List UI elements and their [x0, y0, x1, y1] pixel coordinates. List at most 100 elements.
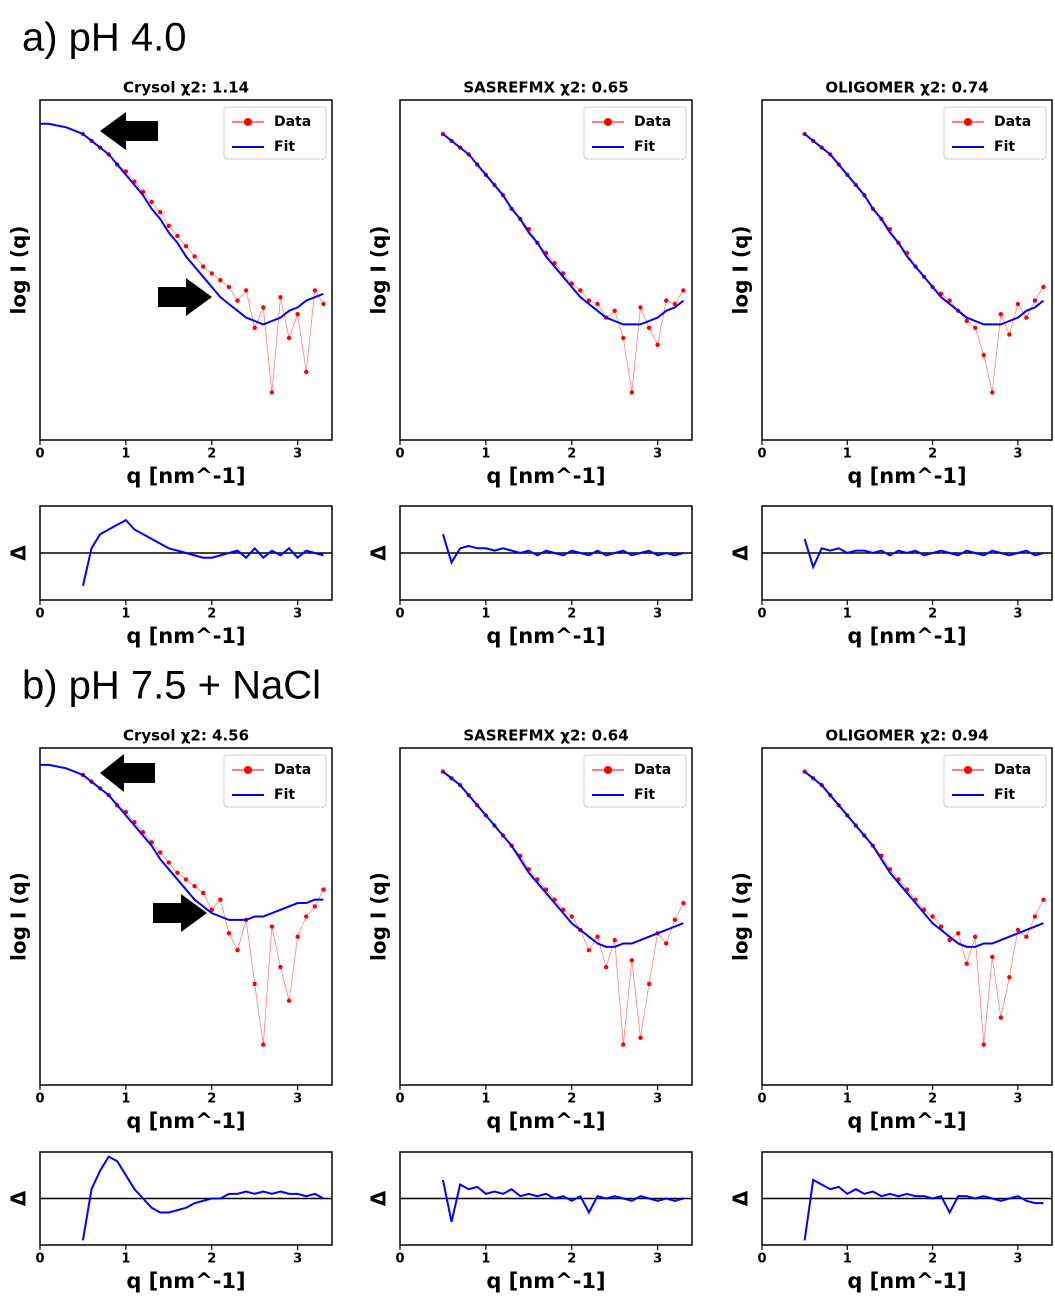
arrow	[158, 278, 212, 316]
data-point	[638, 1035, 643, 1041]
data-point	[973, 934, 978, 939]
legend-label: Fit	[634, 139, 655, 155]
x-tick-label: 1	[121, 607, 130, 622]
x-tick-label: 1	[121, 1252, 130, 1267]
data-point	[192, 254, 197, 259]
x-tick-label: 3	[653, 607, 662, 622]
data-point	[672, 301, 678, 307]
section-heading: a) pH 4.0	[22, 16, 187, 60]
data-point	[192, 883, 197, 889]
plot-frame	[761, 747, 1053, 1086]
x-tick-label: 1	[843, 607, 852, 622]
y-axis-label: Δ	[729, 1190, 753, 1206]
annotation-arrows	[100, 112, 212, 932]
data-point	[149, 199, 154, 205]
x-tick-label: 1	[843, 447, 852, 462]
data-point	[1032, 298, 1038, 303]
series-line	[81, 518, 324, 587]
data-point	[1015, 927, 1021, 933]
x-tick-label: 3	[653, 447, 662, 462]
data-point	[209, 271, 214, 276]
x-tick-label: 2	[928, 1092, 937, 1107]
data-point	[166, 860, 172, 865]
x-tick-label: 2	[567, 1092, 576, 1107]
data-point	[655, 342, 660, 347]
y-axis-label: Δ	[729, 545, 753, 561]
data-point	[209, 907, 214, 912]
data-point	[1024, 934, 1029, 939]
x-tick-label: 1	[481, 607, 490, 622]
chart-title: SASREFMX χ2: 0.65	[463, 79, 628, 97]
x-tick-label: 0	[35, 1092, 44, 1107]
data-point	[681, 288, 686, 293]
data-point	[286, 998, 292, 1003]
data-point	[595, 301, 600, 307]
series-line	[40, 122, 324, 326]
x-axis-label: q [nm^-1]	[126, 464, 245, 488]
series-line	[804, 133, 1045, 326]
data-point	[226, 284, 232, 290]
y-axis-label: log I (q)	[7, 226, 31, 315]
data-point	[218, 897, 223, 902]
x-axis-label: q [nm^-1]	[486, 1269, 605, 1293]
x-tick-label: 2	[567, 607, 576, 622]
data-point	[947, 298, 952, 303]
plot-frame	[39, 99, 333, 441]
x-tick-label: 3	[1013, 1092, 1022, 1107]
data-point	[569, 914, 574, 919]
data-point	[664, 298, 669, 303]
data-point	[964, 961, 969, 966]
legend-label: Data	[274, 114, 311, 130]
x-tick-label: 1	[843, 1092, 852, 1107]
x-axis-label: q [nm^-1]	[847, 1109, 966, 1133]
legend-marker	[604, 118, 612, 126]
x-tick-label: 1	[481, 447, 490, 462]
x-tick-label: 0	[757, 607, 766, 622]
x-axis-label: q [nm^-1]	[126, 1109, 245, 1133]
x-axis-label: q [nm^-1]	[126, 1269, 245, 1293]
data-point	[312, 904, 318, 909]
data-point	[621, 335, 626, 341]
data-point	[252, 981, 257, 987]
x-tick-label: 0	[35, 447, 44, 462]
data-point	[261, 305, 266, 310]
data-point	[990, 390, 995, 395]
y-axis-label: log I (q)	[367, 872, 391, 961]
data-point	[930, 914, 935, 919]
legend-label: Data	[274, 762, 311, 778]
data-point	[304, 369, 309, 375]
data-point	[586, 298, 592, 303]
data-point	[955, 931, 961, 936]
data-point	[183, 877, 189, 882]
y-axis-label: Δ	[7, 545, 31, 561]
data-point	[1041, 897, 1046, 902]
y-axis-label: Δ	[367, 545, 391, 561]
series-line	[803, 1178, 1044, 1241]
x-tick-label: 2	[928, 607, 937, 622]
data-point	[1024, 315, 1029, 320]
plot-frame	[399, 747, 693, 1086]
series-line	[804, 133, 1044, 393]
data-point	[981, 352, 986, 358]
x-tick-label: 2	[207, 1092, 216, 1107]
data-point	[295, 934, 300, 939]
series-line	[82, 774, 324, 1045]
plot-frame	[39, 747, 333, 1086]
x-tick-label: 1	[121, 1092, 130, 1107]
x-tick-label: 2	[928, 1252, 937, 1267]
data-point	[235, 948, 240, 953]
series-line	[442, 133, 685, 326]
x-tick-label: 0	[395, 1092, 404, 1107]
data-point	[981, 1042, 986, 1047]
x-tick-label: 0	[757, 1092, 766, 1107]
data-point	[646, 325, 652, 330]
arrow	[100, 754, 155, 792]
legend-marker	[244, 118, 252, 126]
data-point	[629, 958, 635, 963]
x-tick-label: 0	[757, 447, 766, 462]
chart-title: OLIGOMER χ2: 0.74	[825, 79, 988, 97]
y-axis-label: Δ	[7, 1190, 31, 1206]
x-tick-label: 2	[207, 607, 216, 622]
x-tick-label: 3	[293, 447, 302, 462]
